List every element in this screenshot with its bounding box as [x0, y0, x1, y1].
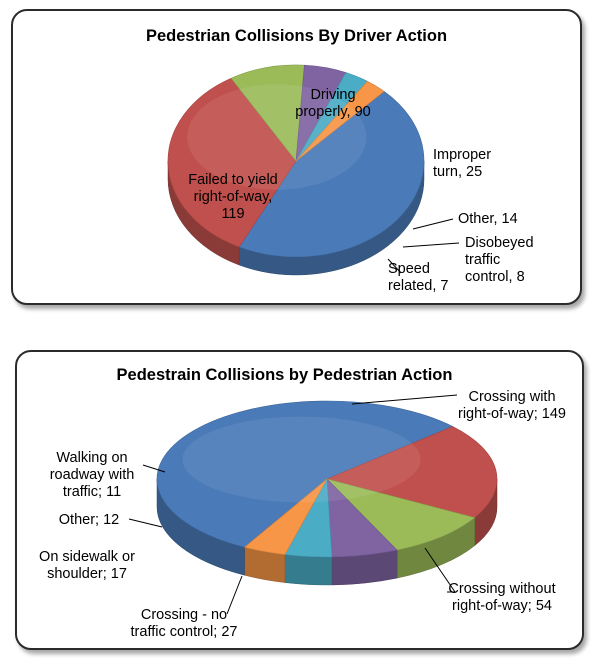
leader-line	[424, 547, 456, 593]
pie-slice-crossing-without-right-of-way	[326, 426, 498, 518]
pie-slice-walking-on-roadway-with-traffic	[243, 478, 328, 555]
pie-slice-crossing-no-traffic-control	[326, 478, 476, 551]
data-label: Failed to yield right-of-way, 119	[188, 172, 277, 222]
data-label: Crossing - no traffic control; 27	[131, 607, 238, 640]
data-label: Driving properly, 90	[295, 87, 371, 120]
data-label: Disobeyed traffic control, 8	[465, 235, 534, 285]
leader-line	[128, 518, 163, 528]
pedestrian-action-chart-panel: Pedestrain Collisions by Pedestrian Acti…	[15, 350, 584, 650]
driver-action-chart-panel: Pedestrian Collisions By Driver Action F…	[11, 9, 582, 305]
slice-side-other	[284, 554, 333, 586]
pie-slice-failed-to-yield-right-of-way	[238, 90, 425, 258]
pie-slice-crossing-with-right-of-way	[156, 400, 454, 548]
chart-title: Pedestrain Collisions by Pedestrian Acti…	[116, 366, 453, 384]
driver-action-pie-chart: Failed to yield right-of-way, 119 Driving pr…	[167, 64, 534, 294]
data-label: Walking on roadway with traffic; 11	[50, 450, 135, 500]
chart-title: Pedestrian Collisions By Driver Action	[145, 27, 448, 45]
pie-highlight	[182, 416, 421, 503]
pie-highlight	[187, 84, 367, 190]
pie-slice-speed-related	[295, 80, 385, 162]
data-label: Crossing without right-of-way; 54	[448, 581, 555, 614]
data-label: Improper turn, 25	[433, 147, 491, 180]
data-label: Other; 12	[59, 512, 119, 528]
data-label: On sidewalk or shoulder; 17	[39, 549, 135, 582]
leader-line	[351, 394, 458, 405]
pedestrian-action-pie-chart: Crossing with right-of-way; 149 Crossing w…	[39, 389, 566, 640]
data-label: Crossing with right-of-way; 149	[458, 389, 566, 422]
leader-line	[142, 464, 166, 473]
pie-slice-improper-turn	[230, 64, 305, 162]
data-label: Speed related, 7	[388, 261, 448, 294]
leader-line	[412, 218, 454, 230]
leader-line	[387, 258, 402, 274]
leader-line	[226, 575, 243, 615]
leader-line	[402, 242, 460, 248]
data-label: Other, 14	[458, 211, 518, 227]
